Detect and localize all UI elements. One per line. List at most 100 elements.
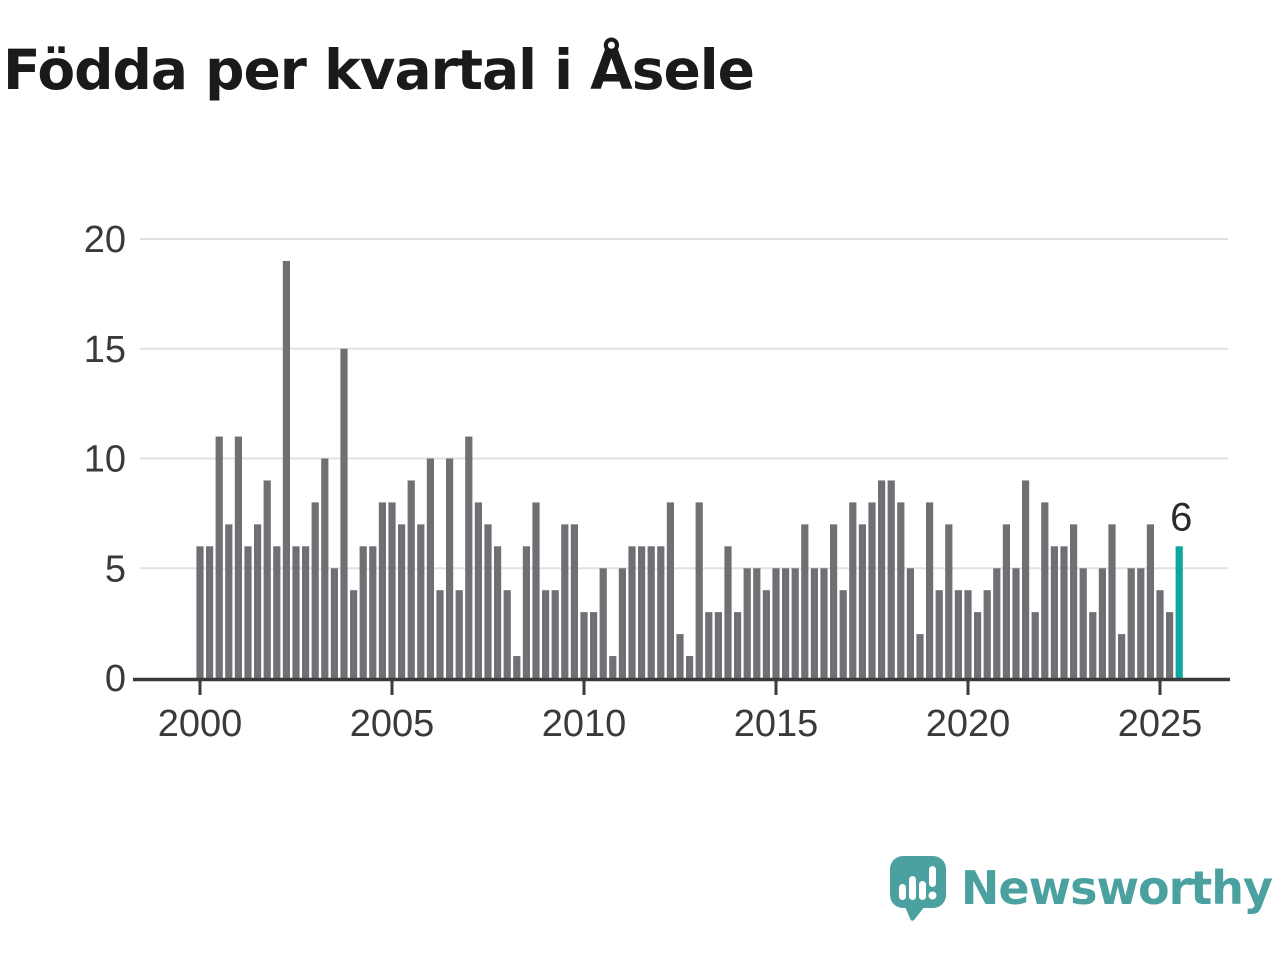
chart-bar: [282, 260, 290, 678]
chart-bar: [772, 568, 780, 678]
chart-bar: [225, 524, 233, 678]
chart-bar: [273, 546, 281, 678]
chart-bar: [551, 590, 559, 678]
chart-bar: [714, 612, 722, 678]
chart-bar: [743, 568, 751, 678]
chart-bar: [599, 568, 607, 678]
chart-bar: [388, 502, 396, 678]
chart-bar: [206, 546, 214, 678]
x-axis-label: 2025: [1118, 703, 1203, 745]
chart-bar: [820, 568, 828, 678]
chart-bar: [878, 480, 886, 678]
chart-bar: [417, 524, 425, 678]
last-value-annotation: 6: [1170, 495, 1192, 539]
chart-bar: [1079, 568, 1087, 678]
chart-bar: [686, 656, 694, 678]
chart-bar: [1070, 524, 1078, 678]
chart-bar: [666, 502, 674, 678]
chart-bar: [465, 436, 473, 678]
chart-bar: [638, 546, 646, 678]
chart-bar: [657, 546, 665, 678]
chart-bar: [359, 546, 367, 678]
x-axis-label: 2005: [350, 703, 435, 745]
chart-bar: [234, 436, 242, 678]
chart-bar: [868, 502, 876, 678]
chart-bar: [340, 348, 348, 678]
logo-exclamation-dot: [928, 891, 937, 900]
chart-bar: [494, 546, 502, 678]
chart-bar: [1060, 546, 1068, 678]
chart-bar: [350, 590, 358, 678]
chart-bar: [609, 656, 617, 678]
chart-bar: [762, 590, 770, 678]
logo-exclamation-bar: [928, 866, 936, 887]
chart-bar: [983, 590, 991, 678]
chart-bar: [532, 502, 540, 678]
chart-title: Födda per kvartal i Åsele: [3, 38, 755, 102]
chart-bar: [455, 590, 463, 678]
chart-bar: [302, 546, 310, 678]
chart-bar: [1127, 568, 1135, 678]
chart-bar: [1137, 568, 1145, 678]
chart-bar: [542, 590, 550, 678]
chart-bar: [436, 590, 444, 678]
chart-bar: [378, 502, 386, 678]
chart-bar: [215, 436, 223, 678]
chart-bar: [705, 612, 713, 678]
chart-bar: [311, 502, 319, 678]
chart-bar: [974, 612, 982, 678]
x-axis-label: 2010: [542, 703, 627, 745]
newsworthy-logo: Newsworthy: [889, 855, 1273, 921]
logo-bar-medium: [918, 881, 926, 900]
chart-bar: [695, 502, 703, 678]
chart-bar: [849, 502, 857, 678]
chart-bar: [1022, 480, 1030, 678]
x-axis-label: 2020: [926, 703, 1011, 745]
chart-bar: [954, 590, 962, 678]
x-axis-label: 2015: [734, 703, 819, 745]
chart-bar: [570, 524, 578, 678]
y-axis-label: 20: [84, 219, 126, 261]
chart-bar: [810, 568, 818, 678]
chart-bar: [292, 546, 300, 678]
chart-bar: [858, 524, 866, 678]
chart-bar: [1041, 502, 1049, 678]
chart-bar: [1050, 546, 1058, 678]
chart-bar: [254, 524, 262, 678]
y-axis-label: 5: [105, 548, 126, 590]
chart-bar: [446, 458, 454, 678]
chart-bar: [1098, 568, 1106, 678]
chart-bar: [724, 546, 732, 678]
chart-bar: [906, 568, 914, 678]
chart-bar: [993, 568, 1001, 678]
chart-bar: [647, 546, 655, 678]
chart-bar: [753, 568, 761, 678]
logo-bar-tall: [908, 876, 916, 900]
chart-bar: [1002, 524, 1010, 678]
y-axis-label: 0: [105, 658, 126, 700]
chart-bar: [618, 568, 626, 678]
chart-bar: [369, 546, 377, 678]
chart-bar: [1118, 634, 1126, 678]
chart-bar: [1156, 590, 1164, 678]
chart-bar: [1089, 612, 1097, 678]
chart-bar: [407, 480, 415, 678]
chart-bar-highlighted: [1175, 546, 1183, 678]
chart-bar: [945, 524, 953, 678]
chart-bar: [1166, 612, 1174, 678]
chart-bar: [1108, 524, 1116, 678]
y-axis-label: 15: [84, 329, 126, 371]
chart-bar: [513, 656, 521, 678]
chart-bar: [964, 590, 972, 678]
chart-bar: [426, 458, 434, 678]
chart-bar: [561, 524, 569, 678]
chart-bar: [830, 524, 838, 678]
chart-bar: [244, 546, 252, 678]
chart-bar: [839, 590, 847, 678]
chart-bar: [782, 568, 790, 678]
newsworthy-speech-bubble-bar-chart-icon: [889, 856, 946, 921]
newsworthy-logo-text: Newsworthy: [960, 861, 1273, 915]
chart-bar: [897, 502, 905, 678]
logo-bubble-shape: [889, 856, 946, 921]
